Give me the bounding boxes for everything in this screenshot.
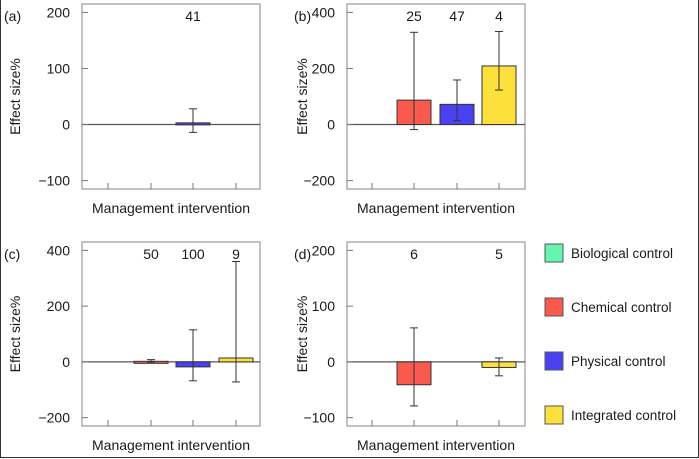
y-tick-label: 200 — [312, 242, 336, 258]
error-bar — [232, 261, 240, 383]
panel-a: −100 0 100 200 (a) Effect size% Management int… — [4, 3, 261, 216]
error-bar — [453, 79, 461, 122]
y-tick-label: 0 — [62, 354, 70, 370]
sample-size-label: 25 — [406, 8, 422, 24]
panel-label: (c) — [4, 246, 20, 262]
x-axis-label: Management intervention — [92, 200, 250, 216]
sample-size-label: 47 — [449, 8, 465, 24]
legend-label: Chemical control — [571, 300, 672, 315]
y-tick-label: −200 — [303, 173, 335, 189]
legend-label: Integrated control — [571, 408, 676, 423]
plot-area — [81, 241, 261, 427]
legend-swatch — [544, 243, 564, 263]
sample-size-label: 9 — [232, 246, 240, 262]
error-bar — [147, 359, 155, 363]
plot-area — [346, 241, 526, 427]
y-tick-label: 0 — [62, 117, 70, 133]
legend: Biological control Chemical control Physic… — [544, 243, 676, 425]
y-tick-label: 400 — [47, 242, 71, 258]
x-axis-label: Management intervention — [357, 200, 515, 216]
legend-swatch — [544, 297, 564, 317]
legend-label: Physical control — [571, 354, 666, 369]
y-tick-label: 0 — [327, 354, 335, 370]
x-axis-label: Management intervention — [357, 437, 515, 453]
y-axis-label: Effect size% — [7, 296, 23, 373]
panel-b: −200 0 200 400(b) Effect size% Management int… — [294, 3, 526, 216]
bar — [481, 65, 517, 126]
panel-label: (a) — [4, 8, 21, 24]
y-tick-label: 200 — [312, 60, 336, 76]
legend-label: Biological control — [571, 246, 673, 261]
panel-d: −100 0 100 200(d) Effect size% Management int… — [294, 241, 526, 453]
y-tick-label: −100 — [38, 173, 70, 189]
legend-item: Integrated control — [544, 405, 676, 425]
y-tick-label: 100 — [312, 298, 336, 314]
error-bar — [495, 30, 503, 91]
y-tick-label: 200 — [47, 4, 71, 20]
legend-item: Physical control — [544, 351, 666, 371]
error-bar — [495, 357, 503, 377]
panel-label: (d) — [294, 246, 311, 262]
y-axis-label: Effect size% — [294, 296, 310, 373]
y-axis-label: Effect size% — [294, 58, 310, 135]
y-tick-label: 0 — [327, 117, 335, 133]
error-bar — [410, 327, 418, 407]
error-bar — [189, 108, 197, 133]
legend-swatch — [544, 351, 564, 371]
sample-size-label: 41 — [185, 8, 201, 24]
legend-item: Biological control — [544, 243, 673, 263]
y-tick-label: 400 — [312, 4, 336, 20]
sample-size-label: 5 — [495, 246, 503, 262]
plot-area — [81, 3, 261, 190]
legend-swatch — [544, 405, 564, 425]
panel-label: (b) — [294, 8, 311, 24]
sample-size-label: 6 — [410, 246, 418, 262]
x-axis-label: Management intervention — [92, 437, 250, 453]
legend-item: Chemical control — [544, 297, 672, 317]
sample-size-label: 50 — [143, 246, 159, 262]
panel-c: −200 0 200 400 (c) Effect size% Management int… — [4, 241, 261, 453]
y-tick-label: 100 — [47, 60, 71, 76]
sample-size-label: 100 — [181, 246, 205, 262]
y-tick-label: −200 — [38, 410, 70, 426]
error-bar — [410, 31, 418, 131]
y-tick-label: 200 — [47, 298, 71, 314]
y-axis-label: Effect size% — [7, 58, 23, 135]
sample-size-label: 4 — [495, 8, 503, 24]
error-bar — [189, 329, 197, 382]
y-tick-label: −100 — [303, 410, 335, 426]
